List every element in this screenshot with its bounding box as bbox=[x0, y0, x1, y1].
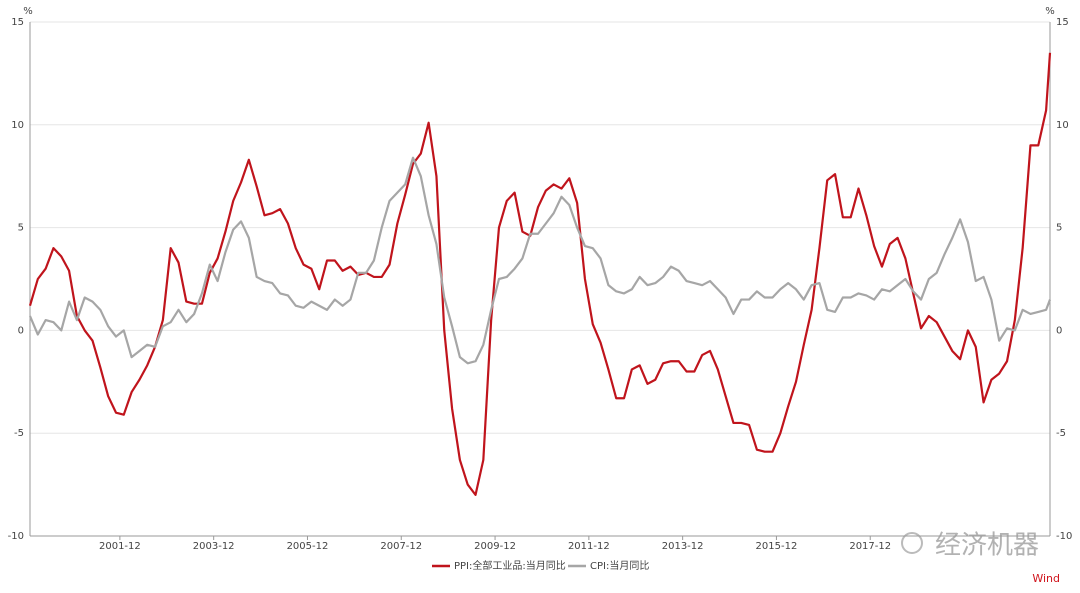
y2-tick-label: 10 bbox=[1056, 120, 1069, 131]
watermark: 经济机器 bbox=[935, 531, 1039, 561]
series-line bbox=[28, 52, 1052, 496]
y-tick-label: 10 bbox=[11, 120, 24, 131]
y2-tick-label: -10 bbox=[1056, 531, 1072, 542]
y-tick-label: 5 bbox=[18, 223, 24, 234]
y-tick-label: -5 bbox=[14, 428, 24, 439]
y-tick-label: 0 bbox=[18, 325, 24, 336]
x-tick-label: 2017-12 bbox=[849, 541, 891, 552]
legend-label: CPI:当月同比 bbox=[590, 559, 649, 572]
x-tick-label: 2013-12 bbox=[662, 541, 704, 552]
x-tick-label: 2003-12 bbox=[193, 541, 235, 552]
x-tick-label: 2015-12 bbox=[756, 541, 798, 552]
series-line bbox=[28, 156, 1052, 365]
watermark-icon bbox=[901, 532, 923, 554]
y2-tick-label: -5 bbox=[1056, 428, 1066, 439]
x-tick-label: 2009-12 bbox=[474, 541, 516, 552]
x-tick-label: 2011-12 bbox=[568, 541, 610, 552]
y2-unit: % bbox=[1045, 6, 1055, 17]
y2-tick-label: 0 bbox=[1056, 325, 1062, 336]
x-tick-label: 2001-12 bbox=[99, 541, 141, 552]
x-tick-label: 2005-12 bbox=[287, 541, 329, 552]
y-tick-label: -10 bbox=[8, 531, 24, 542]
y-unit: % bbox=[23, 6, 33, 17]
y2-tick-label: 5 bbox=[1056, 223, 1062, 234]
x-tick-label: 2007-12 bbox=[380, 541, 422, 552]
source: Wind bbox=[1032, 572, 1060, 585]
y2-tick-label: 15 bbox=[1056, 17, 1069, 28]
legend-label: PPI:全部工业品:当月同比 bbox=[454, 559, 566, 572]
y-tick-label: 15 bbox=[11, 17, 24, 28]
